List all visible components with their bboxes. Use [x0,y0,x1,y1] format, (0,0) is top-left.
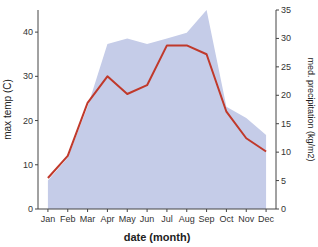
x-tick-label: Jul [161,214,173,224]
x-tick-label: Dec [258,214,275,224]
y-tick [35,76,38,77]
y-tick-label: 40 [23,27,33,37]
line [48,45,266,178]
x-tick [226,209,227,212]
y2-tick-label: 20 [281,90,291,100]
y-tick-label: 30 [23,71,33,81]
chart: Jan Feb Mar Apr MayJun Jul Aug Sep Oct NovDec 0 10 2… [0,0,318,247]
y2-tick-label: 30 [281,33,291,43]
x-tick-label: Sep [199,214,215,224]
x-tick [147,209,148,212]
x-axis-label: date (month) [124,231,191,243]
y2-tick [276,66,279,67]
x-tick [107,209,108,212]
y2-tick [276,38,279,39]
x-tick [206,209,207,212]
x-tick [127,209,128,212]
x-tick [186,209,187,212]
y2-axis-label: med. precipitation (kg/m2) [306,57,316,161]
y2-tick [276,180,279,181]
x-tick-label: Feb [60,214,76,224]
area [48,10,266,209]
y2-tick [276,152,279,153]
x-tick [47,209,48,212]
y-tick-label: 10 [23,160,33,170]
y-tick [35,164,38,165]
axes: Jan Feb Mar Apr MayJun Jul Aug Sep Oct NovDec 0 10 2… [23,5,291,224]
y-axis-label: max temp (C) [2,79,13,140]
y2-tick-label: 35 [281,5,291,15]
y2-tick-label: 25 [281,62,291,72]
x-tick-label: Aug [179,214,195,224]
y2-tick [276,123,279,124]
x-tick [67,209,68,212]
plot-area [48,10,266,209]
y2-tick-label: 15 [281,119,291,129]
y-tick [35,209,38,210]
x-tick-label: Jun [140,214,155,224]
x-tick-label: May [119,214,137,224]
y2-axis-line [276,10,277,209]
x-tick-label: Nov [238,214,255,224]
y-axis-line [38,10,39,209]
y-tick-label: 20 [23,116,33,126]
y2-tick-label: 0 [281,204,286,214]
y2-tick-label: 5 [281,176,286,186]
y2-tick [276,10,279,11]
y2-tick [276,209,279,210]
x-tick [166,209,167,212]
x-tick [87,209,88,212]
y2-tick-label: 10 [281,147,291,157]
y2-tick [276,95,279,96]
x-tick-label: Oct [219,214,234,224]
x-axis-line [38,209,276,210]
x-tick [266,209,267,212]
x-tick-label: Apr [100,214,114,224]
x-tick [246,209,247,212]
x-tick-label: Mar [80,214,96,224]
y-tick [35,120,38,121]
y-tick-label: 0 [28,204,33,214]
y-tick [35,32,38,33]
x-tick-label: Jan [41,214,56,224]
